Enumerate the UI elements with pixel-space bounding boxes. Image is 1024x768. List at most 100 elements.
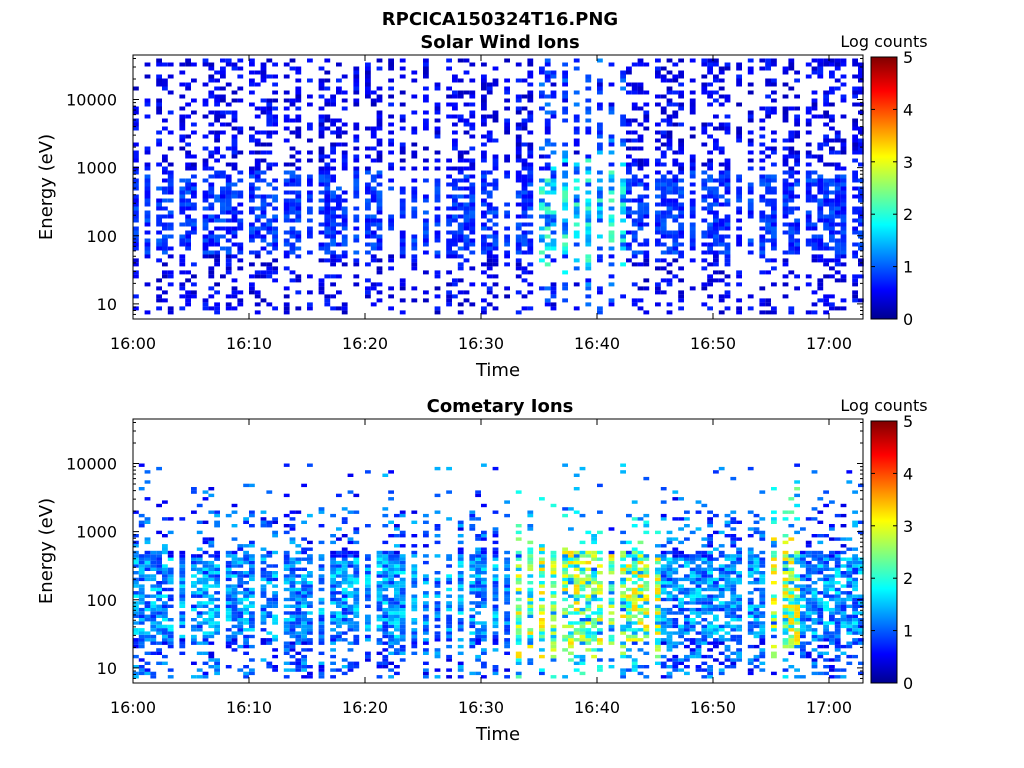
heatmap-cell	[411, 577, 418, 582]
heatmap-cell	[318, 507, 325, 511]
heatmap-cell	[626, 82, 632, 87]
heatmap-cell	[249, 544, 255, 548]
heatmap-cell	[608, 550, 615, 555]
heatmap-cell	[156, 186, 162, 191]
heatmap-cell	[585, 74, 592, 79]
heatmap-cell	[295, 230, 302, 235]
heatmap-cell	[811, 170, 818, 175]
heatmap-cell	[515, 557, 522, 561]
heatmap-cell	[539, 497, 545, 501]
heatmap-cell	[156, 306, 162, 311]
heatmap-cell	[167, 571, 174, 575]
heatmap-cell	[539, 567, 545, 571]
heatmap-cell	[771, 82, 777, 87]
heatmap-cell	[185, 150, 191, 155]
heatmap-cell	[336, 597, 342, 602]
heatmap-cell	[637, 82, 644, 87]
heatmap-cell	[330, 661, 336, 665]
heatmap-cell	[133, 246, 139, 251]
heatmap-cell	[643, 524, 650, 528]
heatmap-cell	[330, 597, 336, 602]
heatmap-cell	[202, 675, 209, 679]
heatmap-cell	[823, 246, 829, 251]
heatmap-cell	[858, 230, 864, 235]
heatmap-cell	[336, 574, 342, 578]
heatmap-cell	[457, 266, 464, 271]
heatmap-cell	[689, 166, 696, 171]
heatmap-cell	[295, 574, 302, 578]
heatmap-cell	[423, 118, 429, 123]
heatmap-cell	[591, 554, 597, 558]
heatmap-cell	[585, 550, 592, 555]
heatmap-cell	[626, 668, 632, 672]
heatmap-cell	[156, 628, 162, 632]
heatmap-cell	[295, 66, 302, 71]
heatmap-cell	[527, 282, 534, 287]
heatmap-cell	[446, 517, 452, 521]
heatmap-cell	[318, 638, 325, 642]
heatmap-cell	[637, 557, 644, 561]
heatmap-cell	[579, 607, 586, 612]
heatmap-cell	[544, 166, 551, 171]
heatmap-cell	[307, 621, 313, 625]
heatmap-cell	[701, 74, 708, 79]
heatmap-cell	[718, 222, 725, 227]
plot-frame-solar-wind	[132, 54, 864, 320]
heatmap-cell	[643, 607, 650, 612]
heatmap-cell	[504, 126, 510, 131]
heatmap-cell	[133, 166, 139, 171]
heatmap-cell	[817, 286, 824, 291]
heatmap-cell	[225, 246, 232, 251]
heatmap-cell	[399, 254, 406, 259]
heatmap-cell	[631, 146, 638, 151]
heatmap-cell	[585, 118, 592, 123]
heatmap-cell	[492, 66, 499, 71]
heatmap-cell	[446, 466, 452, 471]
heatmap-cell	[266, 601, 273, 605]
heatmap-cell	[399, 310, 406, 315]
heatmap-cell	[231, 564, 238, 568]
heatmap-cell	[550, 638, 557, 642]
heatmap-cell	[376, 581, 383, 585]
heatmap-cell	[678, 146, 684, 151]
heatmap-cell	[858, 86, 864, 91]
heatmap-cell	[434, 648, 441, 652]
heatmap-cell	[283, 597, 290, 602]
heatmap-cell	[231, 641, 238, 645]
heatmap-cell	[399, 510, 406, 514]
heatmap-cell	[179, 554, 186, 558]
heatmap-cell	[626, 607, 632, 612]
heatmap-cell	[341, 254, 348, 259]
heatmap-cell	[144, 638, 151, 642]
heatmap-cell	[162, 274, 168, 279]
heatmap-cell	[202, 638, 209, 642]
heatmap-cell	[655, 226, 661, 231]
heatmap-cell	[231, 571, 238, 575]
heatmap-cell	[562, 463, 568, 467]
heatmap-cell	[341, 534, 348, 538]
heatmap-cell	[562, 624, 568, 629]
heatmap-cell	[457, 278, 464, 283]
heatmap-cell	[446, 302, 452, 307]
heatmap-cell	[678, 554, 684, 558]
heatmap-cell	[347, 560, 354, 565]
heatmap-cell	[515, 661, 522, 665]
heatmap-cell	[272, 162, 278, 167]
heatmap-cell	[283, 98, 290, 103]
heatmap-cell	[689, 198, 696, 203]
heatmap-cell	[724, 290, 731, 295]
heatmap-cell	[156, 78, 162, 83]
heatmap-cell	[475, 517, 481, 521]
heatmap-cell	[289, 270, 296, 275]
heatmap-cell	[747, 66, 754, 71]
heatmap-cell	[208, 571, 215, 575]
heatmap-cell	[643, 614, 650, 618]
heatmap-cell	[834, 238, 841, 243]
heatmap-cell	[515, 146, 522, 151]
heatmap-cell	[295, 90, 302, 95]
heatmap-cell	[504, 594, 510, 598]
heatmap-cell	[324, 118, 331, 123]
heatmap-cell	[423, 218, 429, 223]
heatmap-cell	[550, 503, 557, 508]
heatmap-cell	[208, 186, 215, 191]
